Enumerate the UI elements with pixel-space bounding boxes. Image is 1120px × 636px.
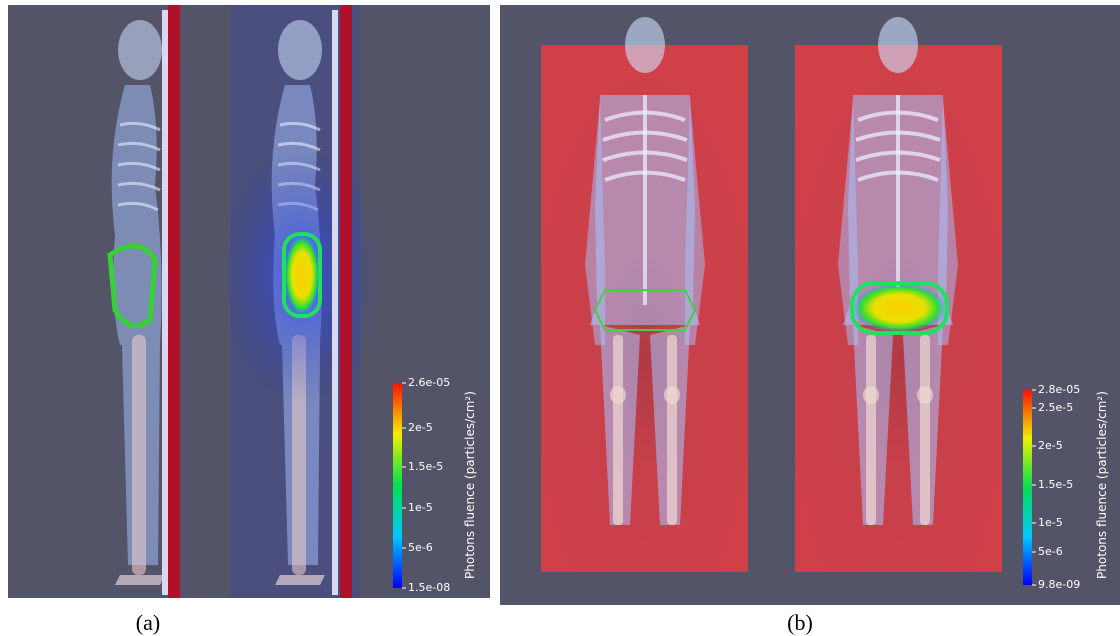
- figure: 2.6e-05 2e-5 1.5e-5 1e-5 5e-6 1.5e-08 Photons…: [0, 0, 1120, 636]
- tick-label: 1e-5: [408, 501, 433, 514]
- tick-label: 1.5e-5: [408, 460, 443, 473]
- plate: [168, 5, 180, 598]
- tick-label: 2.6e-05: [408, 376, 450, 389]
- plate-edge: [332, 10, 338, 595]
- colorbar-title: Photons fluence (particles/cm²): [463, 391, 477, 579]
- tick-label: 2e-5: [408, 421, 433, 434]
- colorbar: [393, 383, 402, 588]
- tick-label: 9.8e-09: [1038, 578, 1080, 591]
- tick-label: 5e-6: [408, 541, 433, 554]
- tick-label: 1.5e-5: [1038, 478, 1073, 491]
- plate: [340, 5, 352, 598]
- hotspot: [852, 283, 947, 333]
- plate-edge: [162, 10, 168, 595]
- colorbar-title: Photons fluence (particles/cm²): [1095, 391, 1109, 579]
- tick-label: 5e-6: [1038, 545, 1063, 558]
- tick-label: 1.5e-08: [408, 581, 450, 594]
- tick-label: 2.8e-05: [1038, 383, 1080, 396]
- hotspot: [284, 234, 320, 316]
- caption: (a): [136, 610, 160, 635]
- page: {"panels": [ {"caption": "(a)", "colorba…: [0, 0, 1120, 636]
- tick-label: 1e-5: [1038, 516, 1063, 529]
- tick-label: 2.5e-5: [1038, 401, 1073, 414]
- caption: (b): [787, 610, 813, 635]
- colorbar: [1023, 390, 1032, 585]
- tick-label: 2e-5: [1038, 439, 1063, 452]
